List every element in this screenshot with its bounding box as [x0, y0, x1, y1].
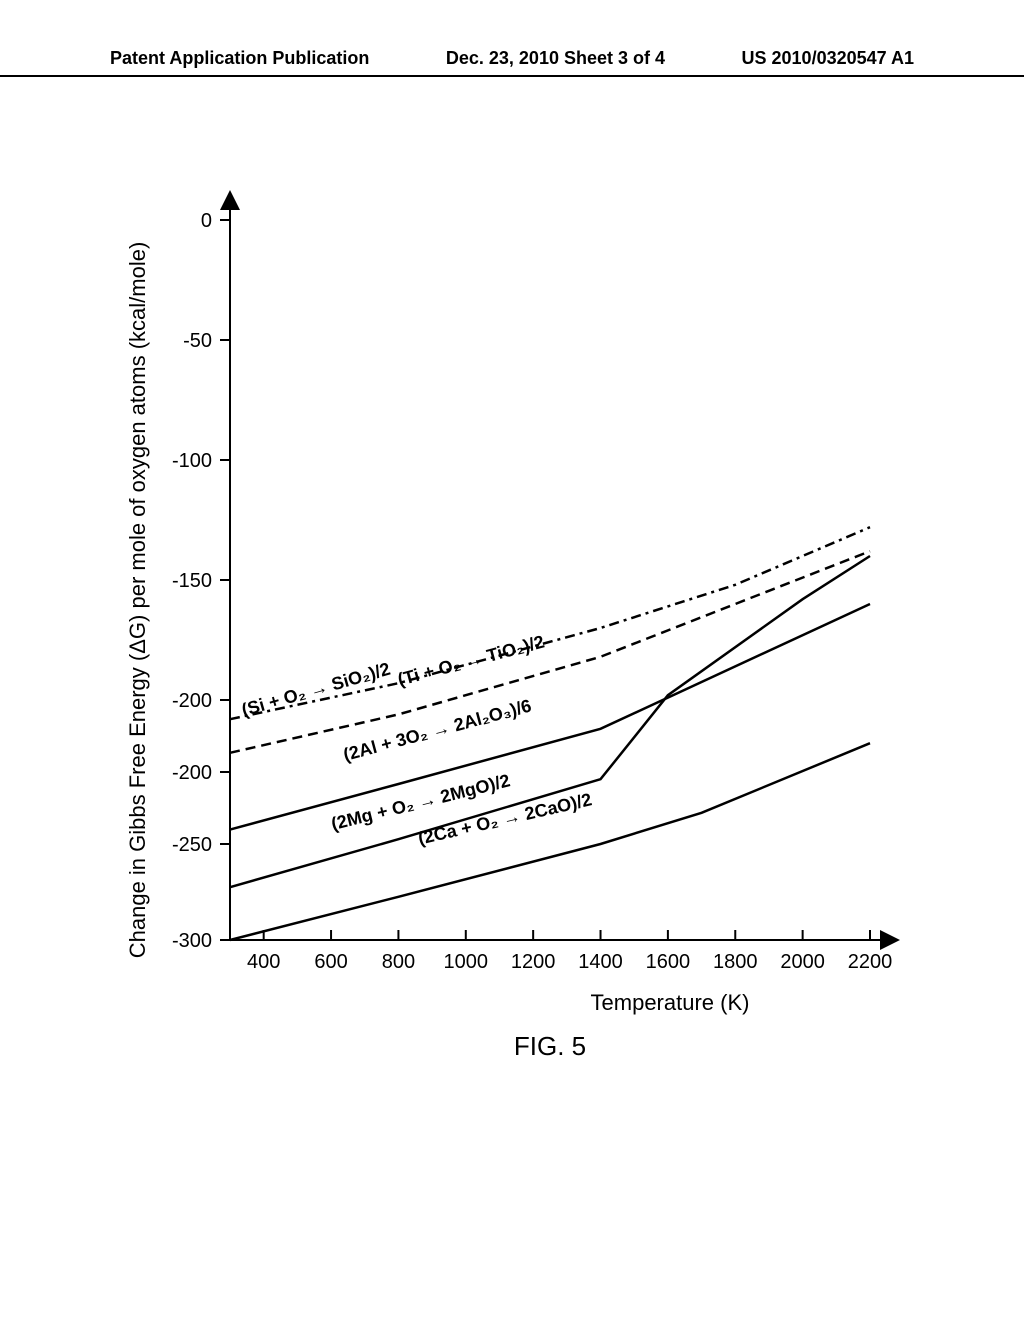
page-header: Patent Application Publication Dec. 23, …	[0, 48, 1024, 77]
y-axis-label: Change in Gibbs Free Energy (ΔG) per mol…	[125, 242, 150, 959]
svg-text:800: 800	[382, 951, 415, 973]
header-center: Dec. 23, 2010 Sheet 3 of 4	[446, 48, 665, 69]
header-left: Patent Application Publication	[110, 48, 369, 69]
svg-text:-100: -100	[172, 450, 212, 472]
chart-svg: 0 -50 -100 -150 -200 -200 -250 -300 400 600 800 10…	[110, 180, 910, 1080]
svg-text:400: 400	[247, 951, 280, 973]
header-right: US 2010/0320547 A1	[742, 48, 914, 69]
svg-text:2200: 2200	[848, 951, 893, 973]
svg-text:-200: -200	[172, 690, 212, 712]
curve-TiO2	[230, 551, 870, 753]
svg-text:-150: -150	[172, 570, 212, 592]
curves	[230, 527, 870, 940]
curve-MgO	[230, 556, 870, 887]
svg-text:1800: 1800	[713, 951, 758, 973]
x-axis-label: Temperature (K)	[591, 990, 750, 1015]
svg-text:0: 0	[201, 210, 212, 232]
figure-label: FIG. 5	[514, 1031, 586, 1061]
svg-text:-50: -50	[183, 330, 212, 352]
svg-text:1000: 1000	[444, 951, 489, 973]
svg-text:1600: 1600	[646, 951, 691, 973]
curve-label-TiO2: (Ti + O₂ → TiO₂)/2	[396, 631, 547, 689]
curve-labels: (Si + O₂ → SiO₂)/2(Ti + O₂ → TiO₂)/2(2Al…	[239, 631, 593, 848]
svg-text:-300: -300	[172, 930, 212, 952]
svg-text:-250: -250	[172, 834, 212, 856]
svg-text:-200: -200	[172, 762, 212, 784]
y-ticks: 0 -50 -100 -150 -200 -200 -250 -300	[172, 210, 230, 952]
x-ticks: 400 600 800 1000 1200 1400 1600 1800 2000 2200	[247, 930, 892, 973]
curve-CaO	[230, 743, 870, 940]
svg-text:1200: 1200	[511, 951, 556, 973]
page: Patent Application Publication Dec. 23, …	[0, 0, 1024, 1320]
svg-text:2000: 2000	[780, 951, 825, 973]
svg-text:1400: 1400	[578, 951, 623, 973]
svg-text:600: 600	[314, 951, 347, 973]
curve-Al2O3	[230, 604, 870, 830]
ellingham-chart: 0 -50 -100 -150 -200 -200 -250 -300 400 600 800 10…	[110, 180, 910, 1080]
